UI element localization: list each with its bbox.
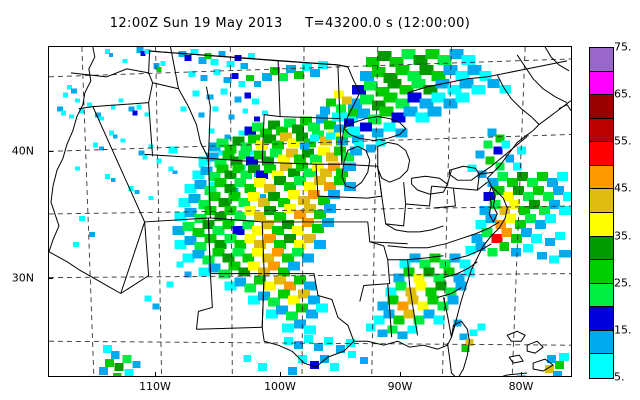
precip-ontario-quebec (343, 48, 512, 153)
colorbar-tick-5: 5. (614, 370, 625, 384)
colorbar-tick-35: 35. (614, 229, 632, 243)
precip-florida-bahamas (453, 319, 570, 376)
colorbar (589, 47, 614, 379)
colorbar-band-12 (590, 330, 613, 355)
colorbar-tick-65: 65. (614, 87, 632, 101)
precipitation-field (56, 47, 571, 376)
colorbar-band-7 (590, 212, 613, 237)
y-tick-0 (48, 151, 53, 152)
x-axis-label-90w: 90W (387, 380, 413, 393)
colorbar-band-3 (590, 118, 613, 143)
y-axis-label-30n: 30N (11, 271, 34, 285)
precip-southwest (72, 215, 192, 310)
colorbar-band-2 (590, 95, 613, 119)
colorbar-band-4 (590, 142, 613, 166)
colorbar-band-9 (590, 260, 613, 284)
y-tick-1 (48, 278, 53, 279)
colorbar-band-0 (590, 48, 613, 72)
x-axis-label-110w: 110W (139, 380, 171, 393)
colorbar-tick-15: 15. (614, 323, 632, 337)
precip-mid-atlantic (465, 172, 571, 264)
y-axis-label-40n: 40N (11, 144, 34, 158)
precip-carolinas (365, 253, 475, 340)
map-gridlines (49, 47, 571, 376)
colorbar-band-5 (590, 165, 613, 190)
precip-pacific-northwest (56, 47, 178, 201)
x-tick-2 (400, 372, 401, 377)
x-tick-0 (155, 372, 156, 377)
colorbar-tick-25: 25. (614, 276, 632, 290)
x-axis-label-100w: 100W (264, 380, 296, 393)
colorbar-tick-55: 55. (614, 134, 632, 148)
colorbar-band-10 (590, 283, 613, 308)
colorbar-band-13 (590, 354, 613, 378)
colorbar-tick-75: 75. (614, 40, 632, 54)
map-plot-area (48, 46, 572, 377)
precip-gulf-texas (98, 335, 368, 376)
colorbar-band-6 (590, 189, 613, 213)
colorbar-band-11 (590, 307, 613, 331)
colorbar-band-1 (590, 71, 613, 96)
x-axis-label-80w: 80W (508, 380, 534, 393)
map-canvas (49, 47, 571, 376)
map-boundaries (49, 47, 571, 376)
figure-title: 12:00Z Sun 19 May 2013 T=43200.0 s (12:0… (109, 16, 471, 31)
colorbar-band-8 (590, 236, 613, 261)
colorbar-tick-45: 45. (614, 181, 632, 195)
x-tick-1 (280, 372, 281, 377)
x-tick-3 (521, 372, 522, 377)
